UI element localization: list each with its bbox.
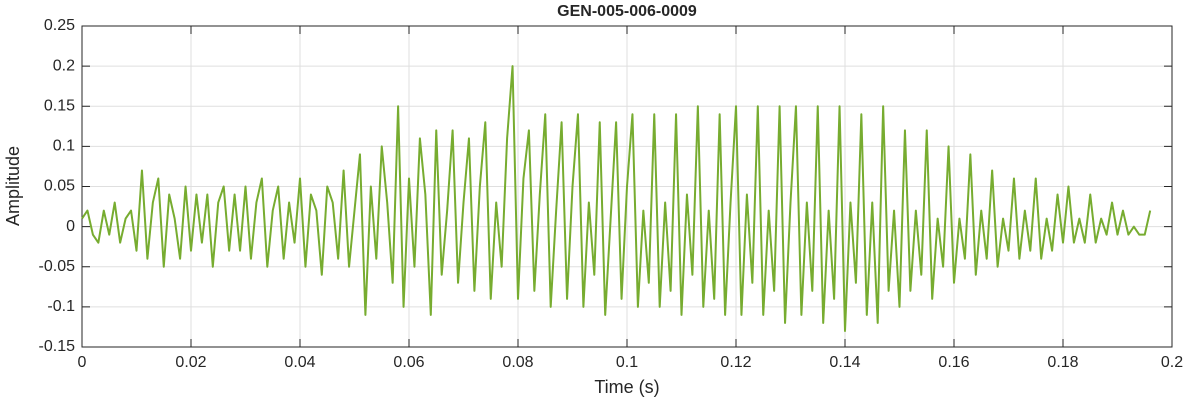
x-tick-label: 0: [78, 354, 87, 371]
y-tick-label: -0.15: [39, 338, 76, 355]
x-tick-label: 0.18: [1047, 354, 1078, 371]
x-tick-label: 0.04: [284, 354, 315, 371]
y-tick-label: 0.05: [44, 178, 75, 195]
x-tick-label: 0.1: [616, 354, 638, 371]
y-tick-label: 0.25: [44, 17, 75, 34]
x-tick-label: 0.2: [1161, 354, 1183, 371]
waveform-line: [81, 65, 1152, 332]
chart-title: GEN-005-006-0009: [557, 3, 697, 20]
x-axis-label: Time (s): [594, 377, 659, 397]
axes-box: [81, 25, 1173, 348]
y-tick-label: 0.1: [53, 138, 75, 155]
x-tick-label: 0.16: [938, 354, 969, 371]
x-tick-label: 0.12: [720, 354, 751, 371]
y-tick-label: -0.1: [47, 298, 75, 315]
y-tick-label: 0.15: [44, 97, 75, 114]
y-tick-label: 0: [66, 218, 75, 235]
y-axis-label: Amplitude: [3, 146, 23, 226]
y-tick-label: -0.05: [39, 258, 76, 275]
x-tick-label: 0.02: [175, 354, 206, 371]
x-tick-label: 0.14: [829, 354, 860, 371]
x-tick-label: 0.06: [393, 354, 424, 371]
y-tick-label: 0.2: [53, 57, 75, 74]
x-tick-label: 0.08: [502, 354, 533, 371]
